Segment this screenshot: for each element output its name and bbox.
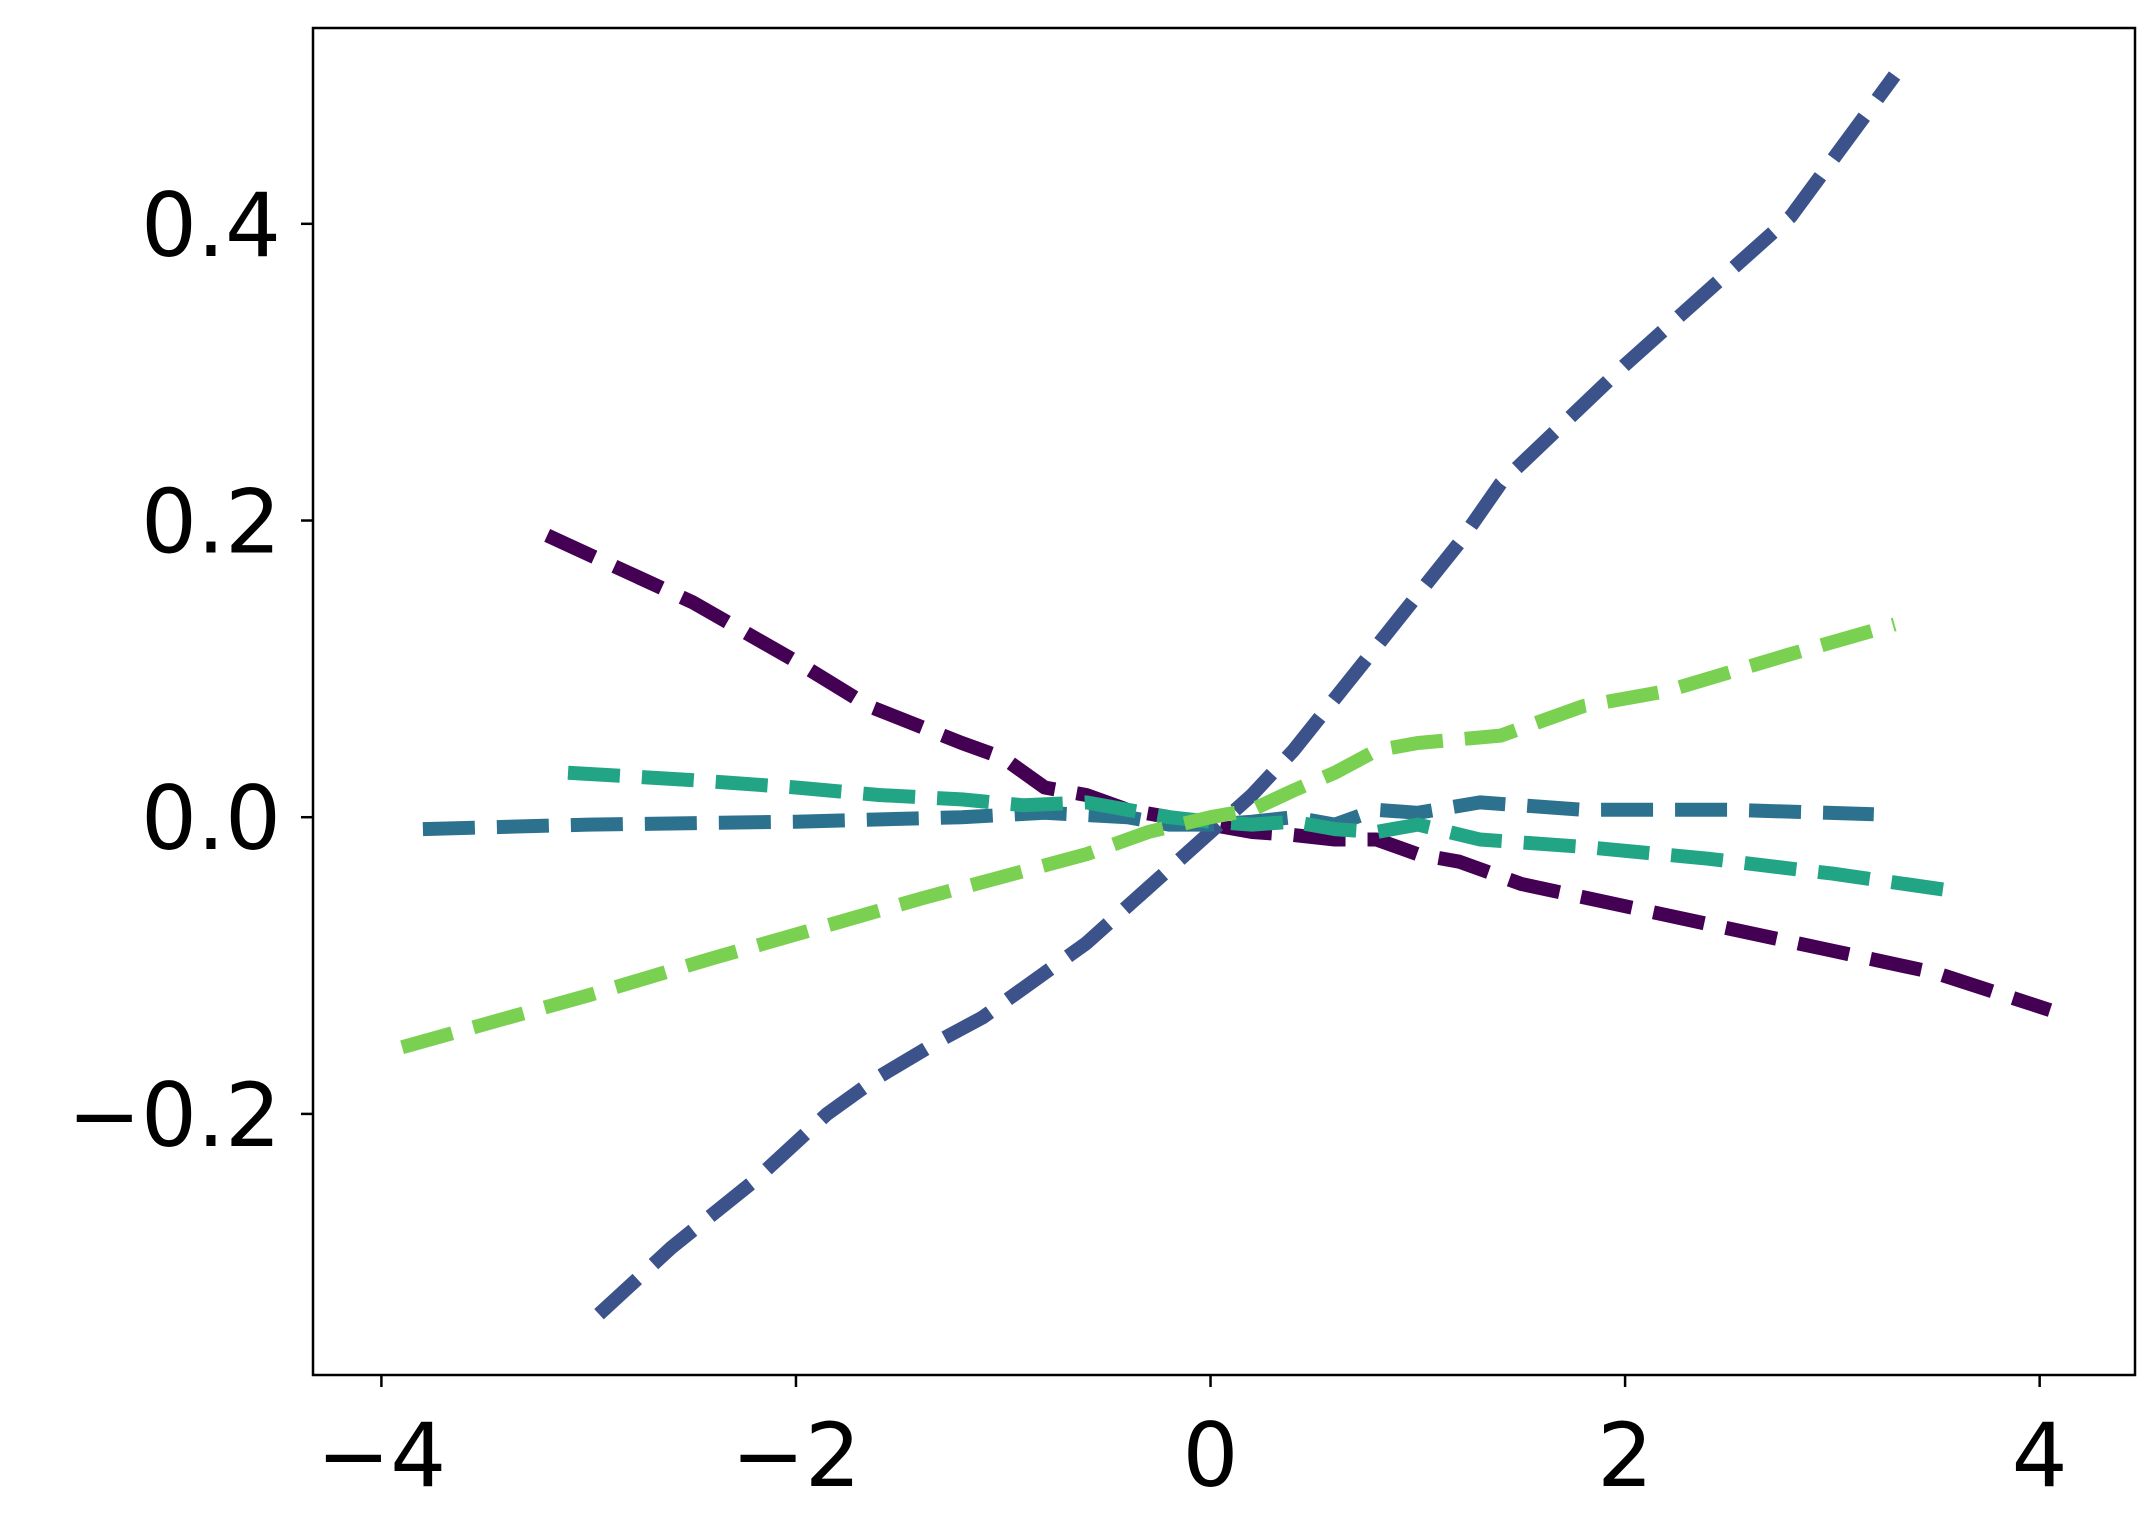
x-tick-label: 4 — [2012, 1404, 2068, 1507]
x-tick-label: −2 — [731, 1404, 861, 1507]
y-axis: −0.2 0.0 0.2 0.4 — [67, 174, 313, 1167]
x-tick-label: −4 — [317, 1404, 447, 1507]
y-tick-label: 0.0 — [141, 767, 281, 870]
series-line-5 — [400, 617, 1897, 1054]
series-line-2 — [594, 71, 1901, 1320]
plot-frame — [311, 26, 2137, 1377]
y-tick-label: −0.2 — [67, 1064, 281, 1167]
x-tick-label: 2 — [1597, 1404, 1653, 1507]
y-tick-label: 0.2 — [141, 471, 281, 574]
series-layer — [400, 71, 2053, 1320]
series-line-1 — [544, 529, 2053, 1017]
x-tick-label: 0 — [1183, 1404, 1239, 1507]
series-line-4 — [567, 765, 1958, 899]
y-tick-label: 0.4 — [141, 174, 281, 277]
x-axis: −4 −2 0 2 4 — [317, 1375, 2068, 1507]
